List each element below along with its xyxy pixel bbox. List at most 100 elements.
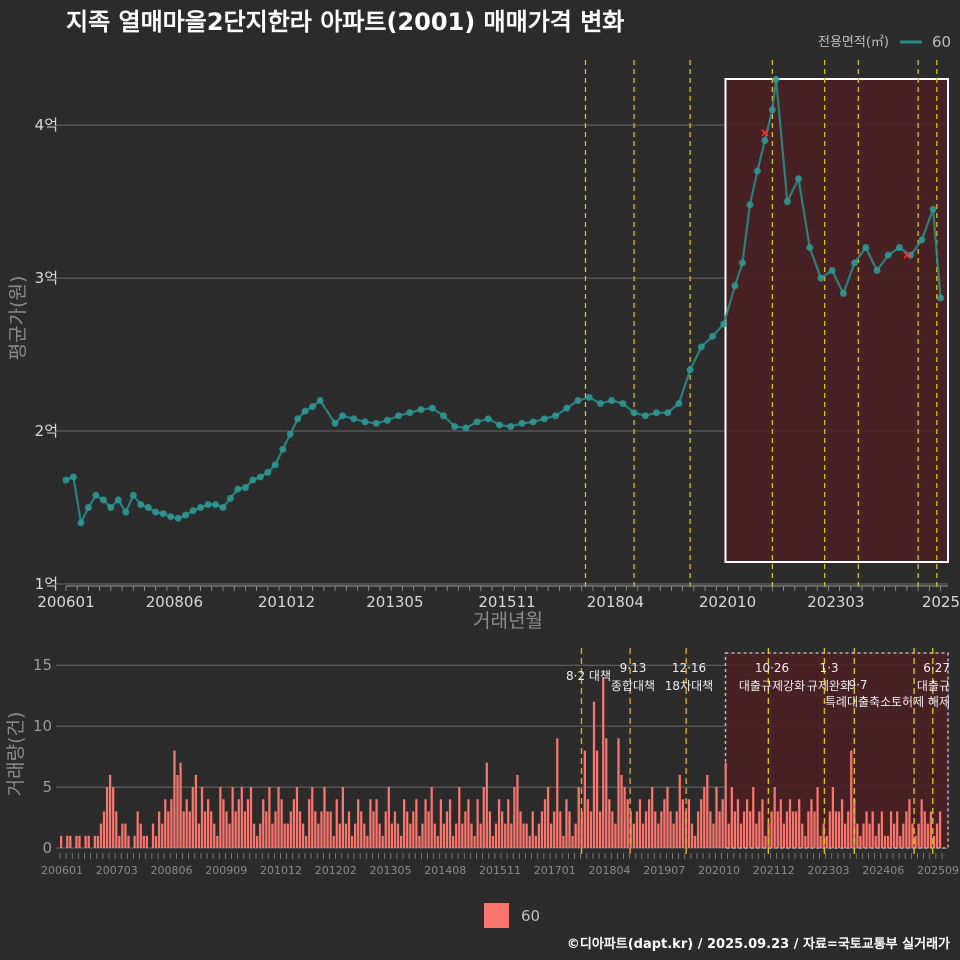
volume-bar bbox=[528, 835, 531, 848]
price-point bbox=[839, 289, 847, 297]
volume-bar bbox=[868, 823, 871, 848]
volume-bar bbox=[396, 823, 400, 848]
volume-bar bbox=[295, 787, 299, 848]
volume-bar bbox=[213, 823, 216, 848]
volume-bar bbox=[764, 835, 767, 848]
volume-bar bbox=[280, 799, 283, 848]
price-point bbox=[294, 415, 302, 423]
price-point bbox=[907, 251, 915, 259]
price-point bbox=[372, 419, 380, 427]
volume-bar bbox=[458, 787, 461, 848]
price-point bbox=[552, 412, 560, 420]
volume-bar bbox=[439, 799, 443, 848]
volume-bar bbox=[761, 799, 764, 848]
volume-bar bbox=[938, 811, 942, 848]
volume-bar bbox=[127, 835, 130, 848]
volume-bar bbox=[862, 823, 865, 848]
volume-bar bbox=[406, 811, 409, 848]
volume-bar bbox=[237, 799, 240, 848]
volume-bar bbox=[231, 787, 234, 848]
volume-bar bbox=[577, 787, 580, 848]
volume-bar bbox=[638, 799, 642, 848]
policy-annotation-date: 9·13 bbox=[620, 661, 647, 675]
volume-bar bbox=[730, 787, 733, 848]
volume-bar bbox=[666, 787, 669, 848]
price-x-tick-label: 202010 bbox=[699, 593, 756, 611]
volume-bar bbox=[819, 835, 822, 848]
legend-label: 전용면적(㎡) bbox=[818, 35, 889, 50]
volume-bar bbox=[145, 835, 149, 848]
volume-bar bbox=[360, 811, 363, 848]
volume-x-tick-label: 201305 bbox=[370, 864, 412, 877]
volume-bar bbox=[461, 823, 464, 848]
volume-bar bbox=[311, 787, 314, 848]
volume-bar bbox=[265, 811, 268, 848]
volume-bar bbox=[176, 774, 179, 848]
price-x-axis-title: 거래년월 bbox=[473, 610, 543, 632]
volume-bar bbox=[372, 811, 375, 848]
volume-bar bbox=[476, 799, 479, 848]
volume-bar bbox=[926, 823, 929, 848]
price-point bbox=[753, 167, 761, 175]
volume-bar bbox=[96, 835, 100, 848]
price-point bbox=[585, 393, 593, 401]
volume-bar bbox=[746, 799, 749, 848]
volume-bar bbox=[415, 799, 418, 848]
volume-bar bbox=[219, 787, 222, 848]
volume-bar bbox=[798, 799, 801, 848]
volume-bar bbox=[292, 799, 296, 848]
policy-annotation-text: 대출규제강화 bbox=[739, 679, 805, 693]
volume-bar bbox=[305, 835, 308, 848]
price-point bbox=[746, 201, 754, 209]
policy-annotation-text: 특례대출축소 bbox=[825, 695, 891, 709]
price-point bbox=[884, 251, 892, 259]
volume-bar bbox=[482, 787, 485, 848]
volume-x-tick-label: 201511 bbox=[479, 864, 521, 877]
volume-bar bbox=[494, 823, 498, 848]
price-point bbox=[518, 419, 526, 427]
price-point bbox=[204, 500, 212, 508]
volume-bar bbox=[920, 799, 923, 848]
price-point bbox=[720, 320, 728, 328]
policy-annotation-text: 대출규 bbox=[917, 679, 950, 693]
volume-bar bbox=[179, 762, 182, 848]
volume-bar bbox=[507, 799, 510, 848]
price-point bbox=[428, 404, 436, 412]
volume-bar bbox=[78, 835, 81, 848]
price-point bbox=[234, 485, 242, 493]
volume-bar bbox=[660, 811, 663, 848]
price-point bbox=[286, 430, 294, 438]
volume-bar bbox=[608, 799, 611, 848]
policy-annotation-date: 12·16 bbox=[672, 661, 706, 675]
volume-bar bbox=[298, 811, 302, 848]
volume-bar bbox=[669, 811, 672, 848]
price-highlight bbox=[724, 78, 949, 563]
volume-bar bbox=[501, 811, 504, 848]
volume-x-tick-label: 201012 bbox=[260, 864, 302, 877]
volume-bar bbox=[773, 787, 776, 848]
volume-bar bbox=[289, 811, 292, 848]
volume-bar bbox=[139, 823, 142, 848]
volume-bar bbox=[436, 835, 439, 848]
volume-bar bbox=[611, 811, 614, 848]
volume-bar bbox=[568, 811, 571, 848]
price-point bbox=[211, 500, 219, 508]
volume-bar bbox=[504, 823, 507, 848]
volume-bar bbox=[421, 823, 424, 848]
volume-bar bbox=[844, 823, 847, 848]
volume-bar bbox=[354, 823, 357, 848]
volume-bar bbox=[550, 823, 553, 848]
volume-bar bbox=[228, 823, 231, 848]
volume-bar bbox=[583, 750, 586, 848]
volume-x-tick-label: 200703 bbox=[96, 864, 138, 877]
price-point bbox=[462, 424, 470, 432]
price-marker bbox=[903, 251, 911, 259]
volume-bar bbox=[856, 823, 859, 848]
volume-bar bbox=[788, 799, 792, 848]
price-point bbox=[107, 504, 115, 512]
price-y-tick-label: 4억 bbox=[35, 116, 58, 134]
price-point bbox=[361, 418, 369, 426]
volume-bar bbox=[344, 823, 348, 848]
volume-bar bbox=[167, 811, 170, 848]
volume-bar bbox=[595, 750, 599, 848]
